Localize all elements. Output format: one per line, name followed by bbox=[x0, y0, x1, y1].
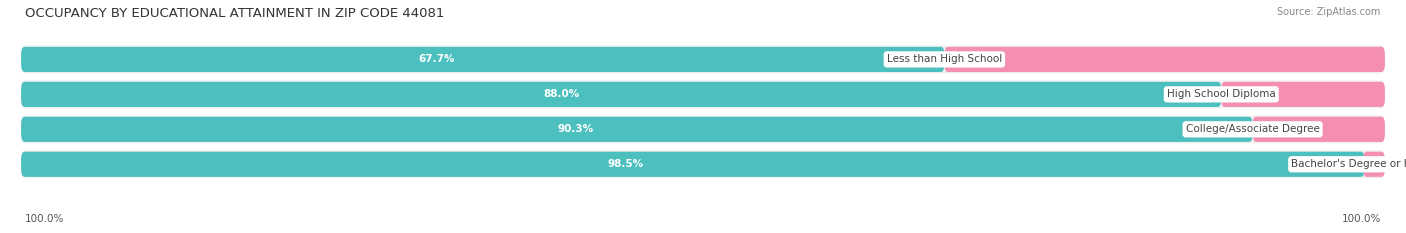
Text: 90.3%: 90.3% bbox=[557, 124, 593, 134]
FancyBboxPatch shape bbox=[21, 150, 1385, 178]
Text: College/Associate Degree: College/Associate Degree bbox=[1185, 124, 1320, 134]
FancyBboxPatch shape bbox=[1362, 152, 1385, 177]
Text: Bachelor's Degree or higher: Bachelor's Degree or higher bbox=[1291, 159, 1406, 169]
Text: 100.0%: 100.0% bbox=[1341, 214, 1381, 224]
FancyBboxPatch shape bbox=[21, 115, 1385, 143]
Text: Less than High School: Less than High School bbox=[887, 55, 1002, 64]
FancyBboxPatch shape bbox=[21, 152, 1364, 177]
Text: 98.5%: 98.5% bbox=[607, 159, 644, 169]
FancyBboxPatch shape bbox=[21, 47, 945, 72]
FancyBboxPatch shape bbox=[21, 117, 1253, 142]
FancyBboxPatch shape bbox=[1222, 82, 1385, 107]
FancyBboxPatch shape bbox=[21, 82, 1222, 107]
FancyBboxPatch shape bbox=[21, 45, 1385, 73]
FancyBboxPatch shape bbox=[1253, 117, 1385, 142]
FancyBboxPatch shape bbox=[945, 47, 1385, 72]
FancyBboxPatch shape bbox=[21, 80, 1385, 108]
Text: High School Diploma: High School Diploma bbox=[1167, 89, 1275, 99]
Text: OCCUPANCY BY EDUCATIONAL ATTAINMENT IN ZIP CODE 44081: OCCUPANCY BY EDUCATIONAL ATTAINMENT IN Z… bbox=[25, 7, 444, 20]
Text: Source: ZipAtlas.com: Source: ZipAtlas.com bbox=[1277, 7, 1381, 17]
Text: 67.7%: 67.7% bbox=[419, 55, 454, 64]
Text: 100.0%: 100.0% bbox=[25, 214, 65, 224]
Text: 88.0%: 88.0% bbox=[543, 89, 579, 99]
